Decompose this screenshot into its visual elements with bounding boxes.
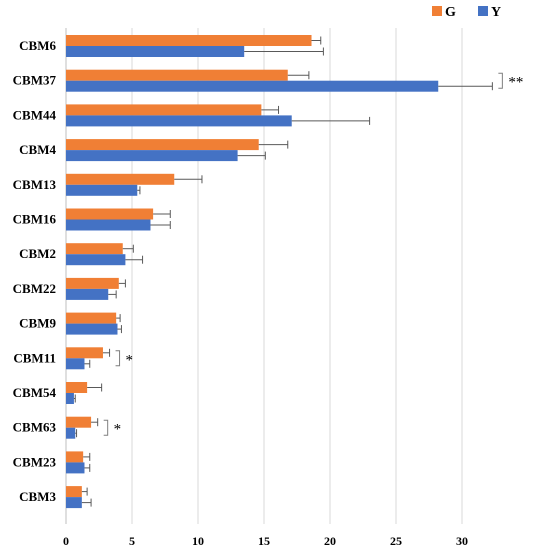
bar-Y-CBM16 <box>66 219 151 231</box>
bar-G-CBM44 <box>66 104 262 116</box>
bar-Y-CBM63 <box>66 427 76 439</box>
significance-bracket-CBM11 <box>115 350 121 367</box>
legend-label-G: G <box>445 5 456 20</box>
category-label-CBM9: CBM9 <box>19 316 56 331</box>
bar-Y-CBM22 <box>66 288 109 300</box>
significance-label-CBM63: * <box>114 422 122 438</box>
category-label-CBM2: CBM2 <box>19 246 56 261</box>
bar-G-CBM16 <box>66 208 154 220</box>
bar-Y-CBM13 <box>66 184 138 196</box>
category-label-CBM63: CBM63 <box>13 420 57 435</box>
bar-Y-CBM9 <box>66 323 118 335</box>
legend-swatch-Y <box>478 6 488 16</box>
bar-Y-CBM11 <box>66 358 85 370</box>
x-tick-30: 30 <box>456 534 468 548</box>
category-label-CBM16: CBM16 <box>13 212 57 227</box>
bar-Y-CBM4 <box>66 150 238 162</box>
category-label-CBM22: CBM22 <box>13 281 56 296</box>
significance-bracket-CBM63 <box>103 419 109 436</box>
bar-G-CBM23 <box>66 451 84 463</box>
x-tick-25: 25 <box>390 534 402 548</box>
bar-Y-CBM2 <box>66 254 126 266</box>
category-label-CBM6: CBM6 <box>19 38 56 53</box>
category-label-CBM13: CBM13 <box>13 177 57 192</box>
significance-label-CBM11: * <box>126 352 134 368</box>
bars <box>66 35 439 509</box>
x-tick-10: 10 <box>192 534 204 548</box>
category-label-CBM37: CBM37 <box>13 73 57 88</box>
x-tick-5: 5 <box>129 534 135 548</box>
category-label-CBM4: CBM4 <box>19 142 56 157</box>
x-tick-labels: 0 5 10 15 20 25 30 <box>63 534 468 548</box>
bar-Y-CBM54 <box>66 393 74 404</box>
bar-G-CBM13 <box>66 173 175 185</box>
category-label-CBM54: CBM54 <box>13 385 57 400</box>
bar-G-CBM2 <box>66 243 123 255</box>
bar-G-CBM37 <box>66 69 288 81</box>
significance-bracket-CBM37 <box>498 72 503 89</box>
bar-Y-CBM37 <box>66 80 439 92</box>
legend-label-Y: Y <box>491 5 501 20</box>
bar-G-CBM22 <box>66 277 119 289</box>
category-label-CBM23: CBM23 <box>13 454 57 469</box>
bar-G-CBM6 <box>66 35 312 46</box>
bar-G-CBM3 <box>66 486 82 498</box>
error-bars <box>73 36 493 507</box>
grid-lines <box>65 28 463 524</box>
x-tick-0: 0 <box>63 534 69 548</box>
significance-annotations: **** <box>103 72 523 438</box>
category-labels: CBM6 CBM37 CBM44 CBM4 CBM13 CBM16 CBM2 CBM22 CBM… <box>13 38 57 504</box>
category-label-CBM11: CBM11 <box>13 350 56 365</box>
bar-Y-CBM44 <box>66 115 292 127</box>
significance-label-CBM37: ** <box>508 75 523 91</box>
bar-G-CBM63 <box>66 416 92 428</box>
legend-swatch-G <box>432 6 442 16</box>
bar-Y-CBM23 <box>66 462 85 474</box>
category-label-CBM44: CBM44 <box>13 107 57 122</box>
bar-Y-CBM3 <box>66 497 82 509</box>
bar-G-CBM11 <box>66 347 103 359</box>
bar-G-CBM9 <box>66 312 117 324</box>
x-tick-15: 15 <box>258 534 270 548</box>
bar-G-CBM54 <box>66 382 88 393</box>
bar-Y-CBM6 <box>66 46 245 57</box>
x-tick-20: 20 <box>324 534 336 548</box>
category-label-CBM3: CBM3 <box>19 489 56 504</box>
bar-G-CBM4 <box>66 139 259 151</box>
